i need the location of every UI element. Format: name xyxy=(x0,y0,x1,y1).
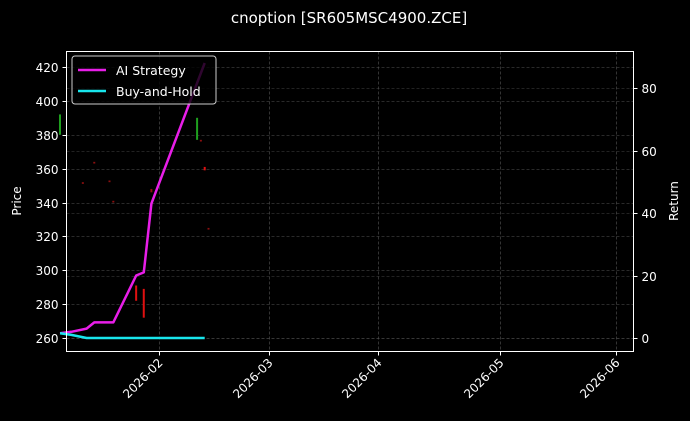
candle xyxy=(135,285,138,301)
y-tick-label: 420 xyxy=(36,61,59,75)
candles xyxy=(58,114,210,318)
y-tick-label: 260 xyxy=(36,332,59,346)
candle xyxy=(93,161,96,164)
candle xyxy=(81,182,84,184)
candle xyxy=(112,200,115,203)
y-tick-label: 280 xyxy=(36,298,59,312)
y2-tick-label: 40 xyxy=(642,207,657,221)
candle xyxy=(196,117,199,140)
y-tick-label: 300 xyxy=(36,264,59,278)
series-line xyxy=(59,62,206,335)
y-axis-label: Price xyxy=(10,186,24,215)
y-tick-label: 400 xyxy=(36,95,59,109)
grid xyxy=(66,51,634,352)
chart-title: cnoption [SR605MSC4900.ZCE] xyxy=(231,9,467,27)
series-lines xyxy=(59,62,206,340)
y2-tick-label: 0 xyxy=(642,332,650,346)
plot-frame xyxy=(66,51,634,352)
y2-tick-label: 60 xyxy=(642,145,657,159)
candle xyxy=(199,139,202,142)
y-tick-label: 340 xyxy=(36,197,59,211)
y-tick-label: 320 xyxy=(36,230,59,244)
series-line xyxy=(59,332,205,340)
y-tick-label: 380 xyxy=(36,129,59,143)
candle xyxy=(108,180,111,183)
y-axis-left: 260 280 300 320 340 360 380 400 420 xyxy=(36,61,67,346)
y2-tick-label: 80 xyxy=(642,82,657,96)
candle xyxy=(203,166,206,171)
legend-label-ai-strategy: AI Strategy xyxy=(116,63,186,78)
legend: AI Strategy Buy-and-Hold xyxy=(71,55,217,105)
y-tick-label: 360 xyxy=(36,163,59,177)
y2-tick-label: 20 xyxy=(642,270,657,284)
legend-label-buy-and-hold: Buy-and-Hold xyxy=(116,84,201,99)
y2-axis-label: Return xyxy=(667,181,681,221)
candle xyxy=(58,114,61,135)
candle xyxy=(150,188,153,193)
candle xyxy=(142,288,145,318)
candle xyxy=(207,227,210,230)
y-axis-right: 0 20 40 60 80 xyxy=(633,82,657,346)
